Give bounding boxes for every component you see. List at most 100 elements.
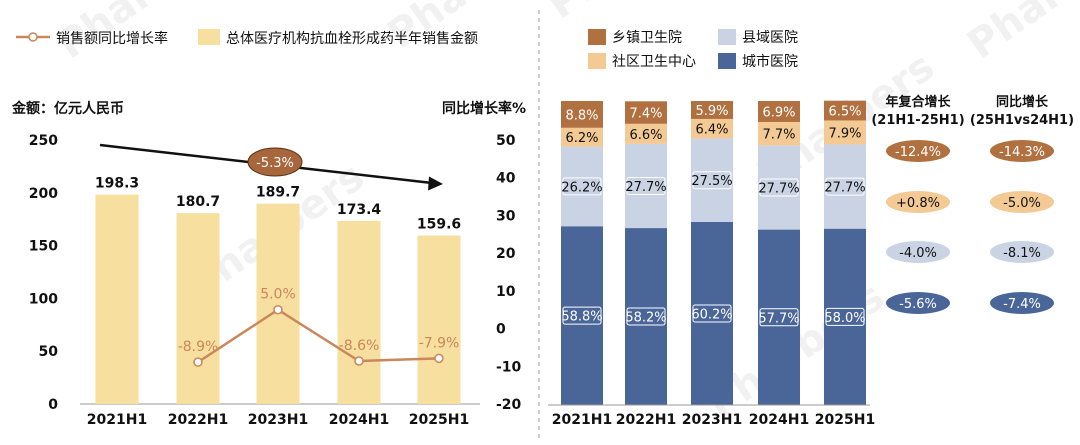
cagr-value: -5.6% xyxy=(899,297,937,312)
col1-subtitle: (21H1-25H1) xyxy=(871,113,964,128)
trend-label: -5.3% xyxy=(256,156,294,171)
share-segment-label: 8.8% xyxy=(565,108,598,123)
sales-bar xyxy=(176,213,220,404)
legend-swatch-township xyxy=(588,29,606,45)
share-segment-township xyxy=(561,101,603,128)
share-label-box xyxy=(562,177,602,196)
sales-bar xyxy=(95,194,139,404)
yoy-pill-township xyxy=(990,140,1054,162)
sales-bar xyxy=(337,220,381,404)
y-tick-label: 50 xyxy=(39,344,59,360)
watermark-text: Pharbers xyxy=(539,0,732,28)
share-label-box xyxy=(692,304,732,323)
share-label-box xyxy=(759,308,799,327)
legend-swatch-county xyxy=(718,29,736,45)
y-tick-label: 0 xyxy=(48,397,58,413)
growth-point xyxy=(273,304,283,315)
share-segment-community xyxy=(625,123,667,144)
legend-bar-label: 总体医疗机构抗血栓形成药半年销售金额 xyxy=(226,31,478,47)
y-tick-label: 200 xyxy=(29,186,58,202)
cagr-value: +0.8% xyxy=(896,196,940,211)
share-segment-label: 6.9% xyxy=(762,105,795,120)
legend-label-city: 城市医院 xyxy=(742,53,798,70)
share-label-box xyxy=(759,178,799,197)
share-segment-label: 58.0% xyxy=(824,311,865,326)
growth-point-label: -8.9% xyxy=(178,339,219,355)
y-axis-title: 金额：亿元人民币 xyxy=(11,100,124,117)
share-label-box xyxy=(626,176,666,195)
sales-bar-value-label: 180.7 xyxy=(176,194,220,210)
legend-growth-label: 销售额同比增长率 xyxy=(56,30,168,47)
legend-label-community: 社区卫生中心 xyxy=(612,54,696,70)
y2-tick-label: 30 xyxy=(496,208,516,224)
yoy-pill-county xyxy=(990,241,1054,263)
share-segment-label: 26.2% xyxy=(561,180,602,195)
sales-bar-value-label: 189.7 xyxy=(256,185,300,201)
cagr-value: -4.0% xyxy=(899,246,937,261)
watermark-text: Pharbers xyxy=(959,0,1080,68)
share-segment-township xyxy=(758,101,800,122)
growth-line-path xyxy=(197,308,440,364)
x-tick-label: 2025H1 xyxy=(815,412,875,428)
col1-title: 年复合增长 xyxy=(885,94,951,110)
y-axis-ticks: 0 50 100 150 200 250 xyxy=(29,133,58,413)
growth-point-label: -8.6% xyxy=(339,338,380,354)
growth-point xyxy=(434,353,444,364)
sales-bar xyxy=(256,203,300,404)
cagr-pill-township xyxy=(886,140,950,162)
share-label-box xyxy=(562,306,602,325)
col2-title: 同比增长 xyxy=(996,94,1049,110)
cagr-pill-county xyxy=(886,241,950,263)
share-segment-label: 7.7% xyxy=(762,128,795,143)
x-tick-label: 2023H1 xyxy=(248,412,308,428)
y2-tick-label: 0 xyxy=(496,322,506,338)
cagr-pill-community xyxy=(886,191,950,213)
y2-tick-label: 20 xyxy=(496,246,516,262)
share-segment-label: 6.2% xyxy=(565,131,598,146)
share-segment-label: 27.5% xyxy=(691,174,732,189)
legend-swatch-community xyxy=(588,53,606,69)
y2-axis-title: 同比增长率% xyxy=(442,100,526,117)
x-tick-label: 2021H1 xyxy=(87,412,147,428)
x-tick-label: 2023H1 xyxy=(682,412,742,428)
share-segment-township xyxy=(824,100,866,121)
growth-point xyxy=(354,356,364,366)
share-segment-community xyxy=(561,127,603,147)
legend-label-township: 乡镇卫生院 xyxy=(612,30,682,46)
share-segment-label: 27.7% xyxy=(758,181,799,196)
share-segment-label: 58.2% xyxy=(625,311,666,326)
legend-swatch-city xyxy=(718,53,736,69)
share-label-box xyxy=(626,307,666,326)
x-tick-label: 2025H1 xyxy=(409,412,469,428)
share-label-box xyxy=(825,307,865,326)
sales-bar-value-label: 173.4 xyxy=(337,202,382,218)
y2-tick-label: -20 xyxy=(496,397,522,413)
share-segment-label: 27.7% xyxy=(625,180,666,195)
sales-bars: 198.3 180.7 189.7 173.4 159.6 xyxy=(95,176,461,404)
share-segment-community xyxy=(691,118,733,139)
x-axis-ticks: 2021H1 2022H1 2023H1 2024H1 2025H1 xyxy=(87,412,469,428)
share-label-box xyxy=(825,177,865,196)
yoy-value: -14.3% xyxy=(999,145,1045,160)
y2-tick-label: 10 xyxy=(496,284,516,300)
share-segment-label: 6.5% xyxy=(828,105,861,120)
share-segment-label: 5.9% xyxy=(695,104,728,119)
share-segment-label: 60.2% xyxy=(691,307,732,322)
share-segment-label: 7.4% xyxy=(629,107,662,122)
x-axis-ticks-right: 2021H1 2022H1 2023H1 2024H1 2025H1 xyxy=(552,412,875,428)
cagr-value: -12.4% xyxy=(895,145,941,160)
x-tick-label: 2022H1 xyxy=(168,412,228,428)
trend-badge: -5.3% xyxy=(247,147,303,177)
share-segment-township xyxy=(691,101,733,119)
growth-point xyxy=(193,357,203,367)
sales-amount-chart: 销售额同比增长率 总体医疗机构抗血栓形成药半年销售金额 金额：亿元人民币 同比增… xyxy=(11,29,526,428)
share-segment-community xyxy=(824,120,866,145)
yoy-value: -5.0% xyxy=(1003,196,1041,211)
x-tick-label: 2021H1 xyxy=(552,412,612,428)
sales-bar-value-label: 159.6 xyxy=(417,216,461,232)
yoy-value: -8.1% xyxy=(1003,246,1041,261)
yoy-value: -7.4% xyxy=(1003,297,1041,312)
share-segment-community xyxy=(758,121,800,146)
y2-tick-label: -10 xyxy=(496,359,522,375)
